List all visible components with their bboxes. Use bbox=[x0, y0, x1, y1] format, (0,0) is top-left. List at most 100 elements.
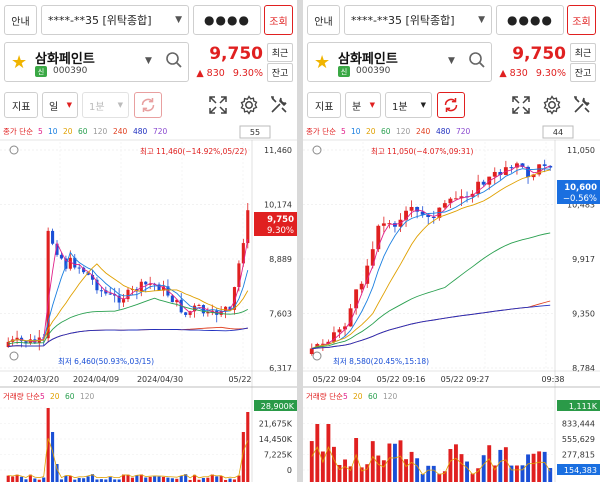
ma-legend-item: 60 bbox=[78, 127, 88, 136]
volume-bar bbox=[537, 451, 542, 482]
star-icon[interactable]: ★ bbox=[314, 52, 331, 73]
account-number: ****-**35 [위탁종합] bbox=[48, 14, 152, 27]
candle-body bbox=[86, 272, 90, 275]
price-tick: 10,483 bbox=[567, 201, 595, 210]
candle-body bbox=[51, 230, 55, 244]
expand-icon[interactable] bbox=[510, 94, 532, 116]
low-price-label: 최저 6,460(50.93%,03/15) bbox=[58, 356, 154, 366]
chart-area[interactable]: 종가 단순 5 10 20 60 120 240 480 720 55 11,460 10,174 8,… bbox=[0, 124, 297, 482]
chevron-down-icon[interactable]: ▼ bbox=[448, 56, 455, 66]
tools-icon[interactable] bbox=[268, 94, 290, 116]
volume-bar bbox=[531, 453, 536, 482]
candle-body bbox=[459, 196, 464, 199]
guide-button[interactable]: 안내 bbox=[4, 5, 37, 35]
volume-bar bbox=[420, 473, 425, 482]
candle-body bbox=[210, 310, 214, 312]
stock-selector[interactable]: ★ 삼화페인트 신 000390 ▼ bbox=[4, 42, 189, 82]
volume-bar bbox=[326, 424, 331, 482]
zoom-out-icon[interactable] bbox=[312, 351, 322, 361]
volume-bar bbox=[153, 476, 157, 482]
account-select[interactable]: ****-**35 [위탁종합] ▼ bbox=[41, 5, 189, 35]
search-icon[interactable] bbox=[165, 51, 183, 69]
candle-body bbox=[6, 341, 10, 347]
stock-chart-svg[interactable]: 종가 단순 5 10 20 60 120 240 480 720 44 11,050 10,483 9,… bbox=[303, 124, 600, 482]
zoom-in-icon[interactable] bbox=[312, 145, 322, 155]
refresh-button[interactable] bbox=[134, 92, 162, 118]
candle-body bbox=[157, 284, 161, 291]
settings-icon[interactable] bbox=[238, 94, 260, 116]
ma-legend-item: 20 bbox=[366, 127, 376, 136]
settings-icon[interactable] bbox=[541, 94, 563, 116]
ma-legend-item: 120 bbox=[396, 127, 411, 136]
volume-bar bbox=[135, 475, 139, 482]
volume-bar bbox=[359, 467, 364, 482]
candle-body bbox=[481, 181, 486, 185]
search-icon[interactable] bbox=[468, 51, 486, 69]
ma-legend-item: 720 bbox=[456, 127, 471, 136]
ma-legend-item: 480 bbox=[436, 127, 451, 136]
zoom-out-icon[interactable] bbox=[9, 351, 19, 361]
interval-select[interactable]: 1분 ▼ bbox=[82, 92, 129, 118]
password-mask: ●●●● bbox=[507, 13, 553, 27]
volume-legend-title: 거래량 단순 bbox=[306, 391, 343, 401]
period-select[interactable]: 분 ▼ bbox=[345, 92, 381, 118]
candle-body bbox=[376, 225, 381, 250]
price-tick: 9,350 bbox=[572, 310, 595, 319]
volume-legend-item: 120 bbox=[80, 392, 95, 401]
candle-body bbox=[224, 306, 228, 312]
volume-bar bbox=[6, 475, 10, 482]
recent-button[interactable]: 최근 bbox=[570, 43, 596, 62]
volume-bar bbox=[481, 455, 486, 482]
candle-body bbox=[548, 165, 553, 168]
password-field[interactable]: ●●●● bbox=[193, 5, 261, 35]
candle-body bbox=[117, 295, 121, 303]
star-icon[interactable]: ★ bbox=[11, 52, 28, 73]
interval-select[interactable]: 1분 ▼ bbox=[385, 92, 432, 118]
chart-area[interactable]: 종가 단순 5 10 20 60 120 240 480 720 44 11,050 10,483 9,… bbox=[303, 124, 600, 482]
high-price-label: 최고 11,050(−4.07%,09:31) bbox=[371, 146, 473, 156]
holdings-button[interactable]: 잔고 bbox=[570, 63, 596, 82]
holdings-label: 잔고 bbox=[271, 69, 289, 79]
volume-tick: 21,675K bbox=[259, 420, 293, 429]
ma-line bbox=[311, 168, 551, 349]
volume-tick: 154,383 bbox=[564, 466, 597, 475]
period-select[interactable]: 일 ▼ bbox=[42, 92, 78, 118]
recent-button[interactable]: 최근 bbox=[267, 43, 293, 62]
indicator-button[interactable]: 지표 bbox=[4, 92, 38, 118]
count-box[interactable] bbox=[542, 125, 574, 139]
volume-ma-line bbox=[311, 446, 551, 476]
stock-name: 삼화페인트 bbox=[35, 52, 95, 67]
count-box[interactable] bbox=[239, 125, 271, 139]
expand-icon[interactable] bbox=[207, 94, 229, 116]
zoom-in-icon[interactable] bbox=[9, 145, 19, 155]
holdings-button[interactable]: 잔고 bbox=[267, 63, 293, 82]
price-tick: 8,889 bbox=[269, 255, 292, 264]
tools-icon[interactable] bbox=[571, 94, 593, 116]
period-label: 일 bbox=[49, 101, 59, 113]
volume-tick: 833,444 bbox=[562, 420, 595, 429]
ma-legend-item: 5 bbox=[38, 127, 43, 136]
stock-chart-svg[interactable]: 종가 단순 5 10 20 60 120 240 480 720 55 11,460 10,174 8,… bbox=[0, 124, 297, 482]
stock-selector[interactable]: ★ 삼화페인트 신 000390 ▼ bbox=[307, 42, 492, 82]
refresh-button[interactable] bbox=[437, 92, 465, 118]
interval-label: 1분 bbox=[392, 101, 408, 113]
volume-bar bbox=[104, 479, 108, 482]
query-button[interactable]: 조회 bbox=[264, 5, 293, 35]
volume-bar bbox=[404, 459, 408, 482]
chevron-down-icon[interactable]: ▼ bbox=[145, 56, 152, 66]
guide-button[interactable]: 안내 bbox=[307, 5, 340, 35]
volume-bar bbox=[387, 443, 392, 482]
query-button[interactable]: 조회 bbox=[567, 5, 596, 35]
candle-body bbox=[64, 258, 68, 269]
volume-legend-item: 5 bbox=[40, 392, 45, 401]
password-mask: ●●●● bbox=[204, 13, 250, 27]
holdings-label: 잔고 bbox=[574, 69, 592, 79]
indicator-button[interactable]: 지표 bbox=[307, 92, 341, 118]
volume-bar bbox=[28, 474, 32, 482]
account-select[interactable]: ****-**35 [위탁종합] ▼ bbox=[344, 5, 492, 35]
password-field[interactable]: ●●●● bbox=[496, 5, 564, 35]
indicator-label: 지표 bbox=[12, 101, 31, 113]
volume-bar bbox=[46, 408, 50, 482]
candle-body bbox=[415, 206, 420, 212]
candle-body bbox=[99, 290, 103, 292]
